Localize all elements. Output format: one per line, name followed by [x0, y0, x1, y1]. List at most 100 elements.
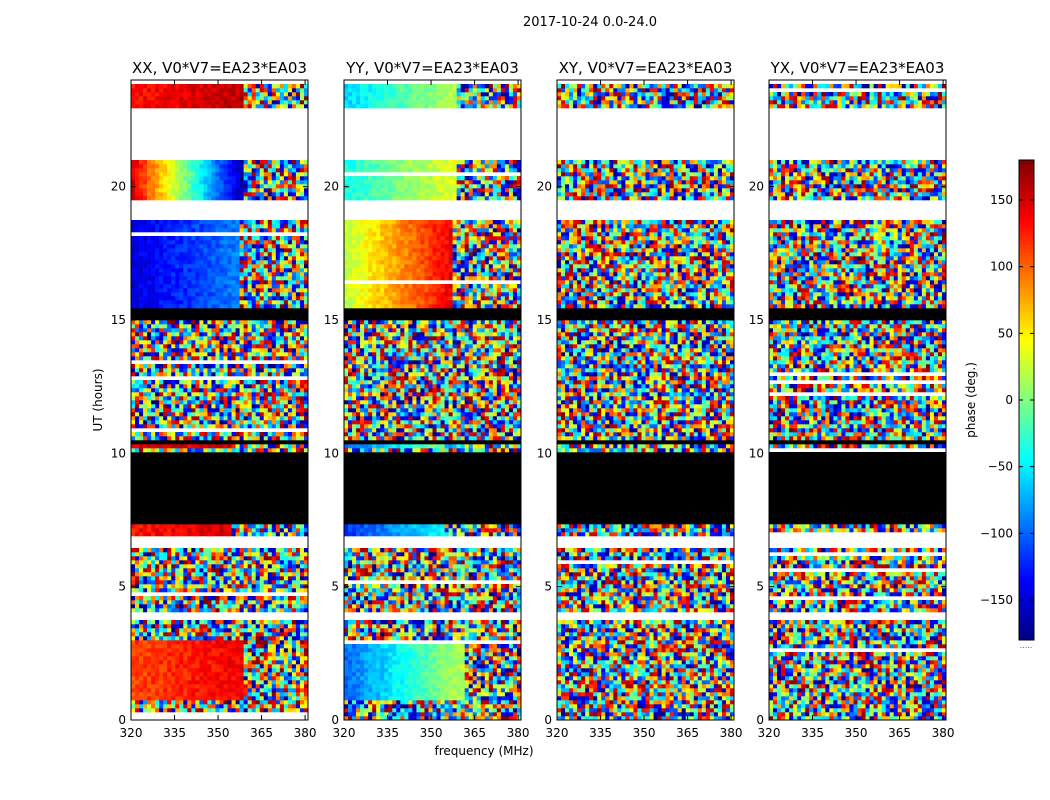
- heatmap-cell: [207, 448, 212, 453]
- heatmap-cell: [303, 400, 309, 405]
- heatmap-cell: [191, 444, 196, 449]
- heatmap-cell: [267, 172, 273, 177]
- heatmap-cell: [247, 256, 252, 261]
- heatmap-cell: [147, 528, 152, 533]
- heatmap-cell: [215, 564, 220, 569]
- heatmap-cell: [187, 624, 192, 629]
- heatmap-cell: [267, 600, 273, 605]
- heatmap-cell: [179, 528, 184, 533]
- heatmap-cell: [279, 240, 285, 245]
- heatmap-cell: [267, 532, 273, 537]
- heatmap-cell: [243, 532, 248, 537]
- heatmap-cell: [271, 356, 277, 361]
- heatmap-cell: [295, 396, 301, 401]
- heatmap-cell: [159, 556, 164, 561]
- heatmap-cell: [143, 220, 148, 225]
- heatmap-cell: [195, 556, 200, 561]
- heatmap-cell: [279, 576, 285, 581]
- heatmap-cell: [267, 244, 273, 249]
- heatmap-cell: [279, 408, 285, 413]
- heatmap-cell: [295, 224, 301, 229]
- heatmap-cell: [235, 332, 240, 337]
- heatmap-cell: [255, 304, 261, 309]
- heatmap-cell: [287, 684, 293, 689]
- heatmap-cell: [207, 368, 212, 373]
- heatmap-cell: [183, 248, 188, 253]
- heatmap-cell: [171, 692, 176, 697]
- heatmap-cell: [283, 84, 289, 89]
- heatmap-cell: [271, 640, 277, 645]
- heatmap-cell: [219, 256, 224, 261]
- heatmap-cell: [147, 220, 152, 225]
- heatmap-cell: [291, 288, 297, 293]
- heatmap-cell: [231, 332, 236, 337]
- heatmap-cell: [215, 416, 220, 421]
- heatmap-cell: [171, 352, 176, 357]
- heatmap-cell: [143, 400, 148, 405]
- heatmap-cell: [151, 344, 156, 349]
- heatmap-cell: [259, 680, 265, 685]
- heatmap-cell: [231, 600, 236, 605]
- heatmap-cell: [239, 692, 244, 697]
- heatmap-cell: [163, 676, 168, 681]
- heatmap-cell: [183, 396, 188, 401]
- heatmap-cell: [163, 560, 168, 565]
- heatmap-cell: [163, 632, 168, 637]
- heatmap-cell: [299, 340, 305, 345]
- heatmap-cell: [287, 576, 293, 581]
- heatmap-cell: [239, 628, 244, 633]
- heatmap-cell: [223, 292, 228, 297]
- heatmap-cell: [295, 628, 301, 633]
- heatmap-cell: [271, 260, 277, 265]
- heatmap-cell: [271, 248, 277, 253]
- heatmap-cell: [348, 716, 353, 721]
- heatmap-cell: [267, 632, 273, 637]
- heatmap-cell: [175, 244, 180, 249]
- heatmap-cell: [271, 692, 277, 697]
- heatmap-cell: [291, 328, 297, 333]
- heatmap-cell: [271, 264, 277, 269]
- heatmap-cell: [183, 188, 188, 193]
- heatmap-cell: [255, 448, 261, 453]
- heatmap-cell: [287, 580, 293, 585]
- heatmap-cell: [167, 272, 172, 277]
- heatmap-cell: [251, 92, 256, 97]
- heatmap-cell: [139, 584, 144, 589]
- heatmap-cell: [239, 576, 244, 581]
- heatmap-cell: [267, 272, 273, 277]
- heatmap-cell: [348, 708, 353, 713]
- heatmap-cell: [283, 320, 289, 325]
- heatmap-cell: [155, 220, 160, 225]
- heatmap-cell: [139, 364, 144, 369]
- heatmap-cell: [235, 584, 240, 589]
- heatmap-cell: [187, 192, 192, 197]
- heatmap-cell: [279, 364, 285, 369]
- heatmap-cell: [147, 84, 152, 89]
- heatmap-cell: [231, 628, 236, 633]
- heatmap-cell: [131, 264, 136, 269]
- heatmap-cell: [251, 548, 256, 553]
- heatmap-cell: [243, 576, 248, 581]
- heatmap-cell: [147, 348, 152, 353]
- heatmap-cell: [167, 548, 172, 553]
- heatmap-cell: [436, 700, 441, 705]
- heatmap-cell: [267, 188, 273, 193]
- heatmap-cell: [291, 172, 297, 177]
- heatmap-cell: [227, 424, 232, 429]
- heatmap-cell: [263, 248, 269, 253]
- heatmap-cell: [175, 188, 180, 193]
- heatmap-cell: [159, 412, 164, 417]
- heatmap-cell: [275, 392, 281, 397]
- heatmap-cell: [183, 228, 188, 233]
- heatmap-cell: [155, 656, 160, 661]
- heatmap-cell: [195, 332, 200, 337]
- heatmap-cell: [211, 368, 216, 373]
- heatmap-cell: [179, 336, 184, 341]
- heatmap-cell: [468, 712, 474, 717]
- heatmap-cell: [247, 240, 252, 245]
- heatmap-cell: [151, 328, 156, 333]
- heatmap-cell: [263, 444, 269, 449]
- heatmap-cell: [275, 224, 281, 229]
- heatmap-cell: [183, 436, 188, 441]
- heatmap-cell: [283, 340, 289, 345]
